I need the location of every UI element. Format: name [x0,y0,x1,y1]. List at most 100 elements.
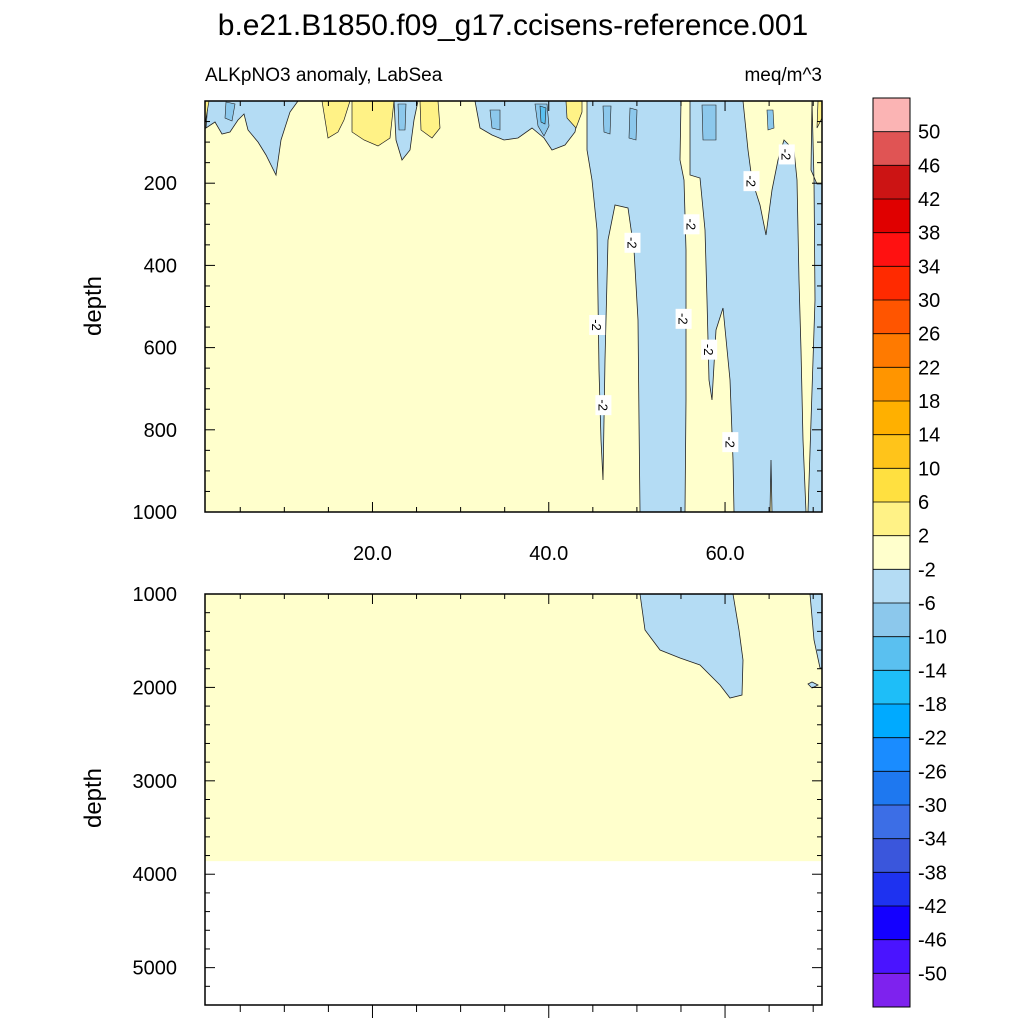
contour-label: -2 [595,395,612,416]
lower-y-tick-label: 3000 [133,771,178,793]
contour-label-text: -2 [701,344,716,356]
lower-y-tick-label: 4000 [133,864,178,886]
colorbar-label: 10 [918,458,940,480]
colorbar-label: -6 [918,593,936,615]
lower-y-tick-label: 5000 [133,958,178,980]
contour-label-text: -2 [743,175,758,187]
blue-cell [602,105,612,135]
upper-panel: -2 -2 -2 -2 -2 -2 -2 -2 -2 200 400 600 800 1000 20.0 4… [133,100,823,565]
contour-label: -2 [778,144,795,165]
colorbar-swatch [873,98,910,132]
colorbar-label: 42 [918,189,940,211]
colorbar-swatch [873,367,910,402]
contour-label-text: -2 [676,313,691,325]
colorbar-label: -50 [918,963,947,985]
subtitle-left: ALKpNO3 anomaly, LabSea [205,65,443,86]
blue-cell [224,101,236,122]
colorbar-label: 18 [918,391,940,413]
colorbar-swatch [873,266,910,301]
blue-cell [489,109,501,131]
colorbar-label: 38 [918,223,940,245]
colorbar-swatch [873,468,910,503]
colorbar-label: -18 [918,694,947,716]
upper-ylabel: depth [80,276,107,336]
contour-label: -2 [743,171,760,192]
colorbar-swatch [873,502,910,536]
colorbar-label: 26 [918,324,940,346]
chart-title: b.e21.B1850.f09_g17.ccisens-reference.00… [218,9,808,42]
colorbar-swatch [873,704,910,738]
lower-y-tick-label: 2000 [133,677,178,699]
colorbar-label: -14 [918,660,947,682]
blue-cell [766,109,775,131]
colorbar-swatch [873,603,910,637]
contour-label: -2 [675,308,692,329]
colorbar-swatch [873,300,910,334]
colorbar-label: -10 [918,627,947,649]
blue-cell [701,104,717,141]
colorbar-swatch [873,838,910,873]
upper-y-tick-label: 400 [144,255,177,277]
colorbar-swatch [873,131,910,166]
colorbar-swatch [873,165,910,200]
colorbar-label: 34 [918,256,940,278]
upper-y-tick-label: 1000 [133,502,178,524]
colorbar-swatch [873,939,910,974]
colorbar-swatch [873,535,910,570]
colorbar-swatch [873,199,910,233]
x-tick-label: 20.0 [353,543,392,565]
upper-y-tick-label: 800 [144,420,177,442]
colorbar-swatch [873,771,910,806]
colorbar: 50 46 42 38 34 30 26 22 18 14 10 6 2 -2 -6 -10 -14 -18 -22… [872,97,947,1008]
contour-label-text: -2 [595,399,610,411]
lower-ylabel: depth [80,768,107,828]
colorbar-label: 46 [918,155,940,177]
contour-label-text: -2 [722,436,737,448]
colorbar-swatch [873,434,910,469]
blue-cell [397,103,407,131]
contour-label: -2 [683,214,700,235]
colorbar-swatch [873,401,910,435]
lower-panel: 1000 2000 3000 4000 5000 [133,584,823,1018]
colorbar-label: 14 [918,425,940,447]
colorbar-label: -46 [918,930,947,952]
colorbar-frame [872,97,911,1008]
upper-y-tick-label: 600 [144,338,177,360]
colorbar-label: 6 [918,492,929,514]
colorbar-swatch [873,232,910,267]
upper-y-tick-label: 200 [144,173,177,195]
colorbar-swatch [873,569,910,604]
contour-label: -2 [722,432,739,453]
lower-y-tick-label: 1000 [133,584,178,606]
contour-label: -2 [589,314,606,335]
colorbar-swatch [873,670,910,705]
colorbar-swatch [873,636,910,671]
contour-label: -2 [701,339,718,360]
blue-cell [539,105,547,125]
colorbar-label: -38 [918,862,947,884]
colorbar-label: -30 [918,795,947,817]
contour-label-text: -2 [684,219,699,231]
colorbar-label: 30 [918,290,940,312]
colorbar-swatch [873,973,910,1008]
colorbar-swatch [873,737,910,772]
colorbar-label: -2 [918,559,936,581]
blue-region [639,593,744,699]
colorbar-label: -22 [918,728,947,750]
contour-label: -2 [624,232,641,253]
colorbar-label: -34 [918,829,947,851]
contour-label-text: -2 [589,319,604,331]
colorbar-label: 2 [918,526,929,548]
contour-label-text: -2 [624,237,639,249]
subtitle-right: meq/m^3 [744,65,822,86]
colorbar-swatch [873,805,910,839]
colorbar-swatch [873,872,910,907]
colorbar-swatch [873,906,910,940]
colorbar-label: 22 [918,357,940,379]
colorbar-swatch [873,333,910,368]
colorbar-label: -42 [918,896,947,918]
blue-region [807,681,819,689]
x-tick-label: 40.0 [529,543,568,565]
x-tick-label: 60.0 [706,543,745,565]
